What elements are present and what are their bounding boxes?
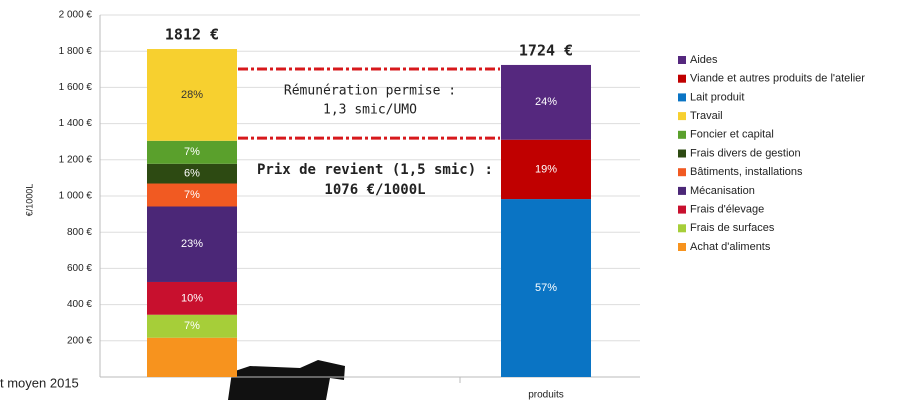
bar-segment	[147, 183, 237, 207]
bar-segment	[147, 281, 237, 315]
legend-label: Viande et autres produits de l'atelier	[690, 73, 865, 85]
legend-label: Achat d'aliments	[690, 241, 771, 253]
footer-text: t moyen 2015	[0, 375, 79, 390]
legend-swatch	[678, 168, 686, 177]
y-tick-label: 200 €	[67, 335, 92, 346]
legend-label: Frais d'élevage	[690, 204, 764, 216]
y-tick-label: 1 400 €	[59, 118, 93, 129]
legend-swatch	[678, 93, 686, 102]
y-tick-label: 400 €	[67, 299, 92, 310]
annotation: Prix de revient (1,5 smic) :	[257, 162, 493, 178]
segment-label: 7%	[184, 189, 200, 201]
bar-segment	[147, 337, 237, 377]
legend-swatch	[678, 74, 686, 83]
segment-label: 10%	[181, 292, 203, 304]
legend-label: Frais de surfaces	[690, 222, 775, 234]
segment-label: 19%	[535, 163, 557, 175]
bar-segment	[501, 199, 591, 377]
annotation: 1076 €/1000L	[324, 182, 425, 198]
y-tick-label: 600 €	[67, 263, 92, 274]
legend-label: Foncier et capital	[690, 129, 774, 141]
legend-swatch	[678, 243, 686, 251]
legend-swatch	[678, 186, 686, 195]
y-axis-label: €/1000L	[24, 184, 34, 217]
bar-segment	[147, 163, 237, 184]
bar-segment	[147, 206, 237, 282]
y-tick-label: 1 600 €	[59, 82, 93, 93]
y-tick-label: 2 000 €	[59, 10, 93, 21]
annotation: 1,3 smic/UMO	[323, 103, 417, 118]
legend-swatch	[678, 224, 686, 233]
annotation: Rémunération permise :	[284, 84, 456, 99]
legend-label: Lait produit	[690, 91, 744, 103]
bar-segment	[147, 49, 237, 141]
bar-segment	[147, 140, 237, 164]
bar-segment	[501, 64, 591, 140]
cow-icon	[228, 360, 345, 400]
y-tick-label: 1 200 €	[59, 154, 93, 165]
bar-segment	[147, 314, 237, 338]
y-tick-label: 1 800 €	[59, 46, 93, 57]
segment-label: 23%	[181, 238, 203, 250]
legend-swatch	[678, 56, 686, 64]
y-tick-label: 800 €	[67, 227, 92, 238]
legend-swatch	[678, 112, 686, 121]
legend-swatch	[678, 149, 686, 158]
bar-segment	[501, 139, 591, 200]
segment-label: 7%	[184, 146, 200, 158]
legend-label: Frais divers de gestion	[690, 147, 801, 159]
total-label: 1812 €	[165, 26, 219, 44]
legend-label: Mécanisation	[690, 185, 755, 197]
legend-label: Aides	[690, 54, 718, 66]
total-label: 1724 €	[519, 41, 573, 59]
y-tick-label: 1 000 €	[59, 191, 93, 202]
x-tick-label: produits	[528, 390, 564, 401]
legend-label: Travail	[690, 110, 723, 122]
segment-label: 7%	[184, 320, 200, 332]
segment-label: 28%	[181, 89, 203, 101]
segment-label: 6%	[184, 168, 200, 180]
segment-label: 57%	[535, 282, 557, 294]
segment-label: 24%	[535, 96, 557, 108]
legend-swatch	[678, 130, 686, 139]
legend-label: Bâtiments, installations	[690, 166, 803, 178]
legend-swatch	[678, 205, 686, 214]
